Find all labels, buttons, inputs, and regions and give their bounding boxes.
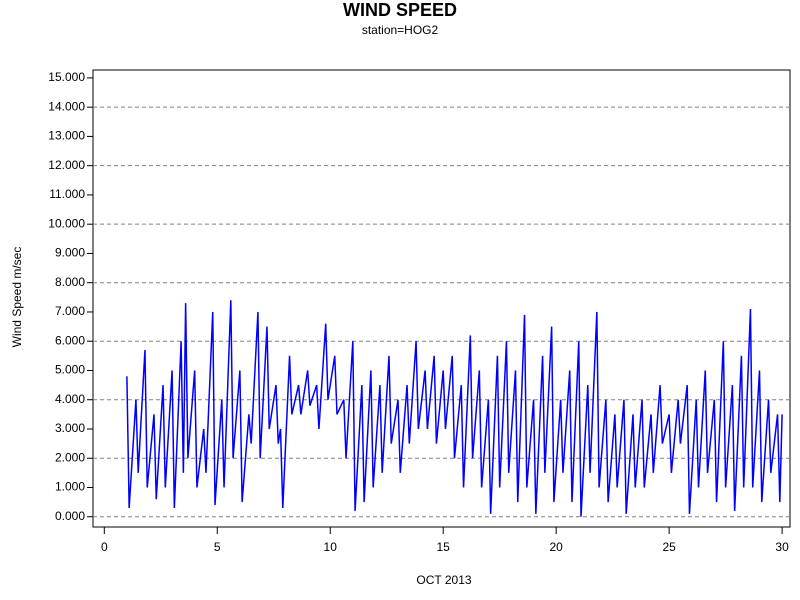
y-tick-label: 6.000 (55, 333, 85, 347)
y-axis-label: Wind Speed m/sec (10, 247, 24, 348)
y-tick-label: 2.000 (55, 450, 85, 464)
y-tick-label: 14.000 (48, 99, 85, 113)
y-tick-label: 5.000 (55, 363, 85, 377)
y-tick-label: 4.000 (55, 392, 85, 406)
y-tick-label: 3.000 (55, 421, 85, 435)
x-tick-label: 20 (549, 540, 563, 554)
y-tick-label: 8.000 (55, 275, 85, 289)
chart-subtitle: station=HOG2 (362, 23, 439, 37)
plot-frame (92, 69, 791, 528)
chart-title: WIND SPEED (343, 0, 457, 20)
y-tick-label: 9.000 (55, 246, 85, 260)
y-tick-label: 0.000 (55, 509, 85, 523)
y-tick-label: 13.000 (48, 129, 85, 143)
y-tick-label: 10.000 (48, 216, 85, 230)
y-tick-label: 7.000 (55, 304, 85, 318)
x-tick-label: 0 (101, 540, 108, 554)
x-tick-label: 10 (324, 540, 338, 554)
y-tick-label: 1.000 (55, 480, 85, 494)
x-axis-label: OCT 2013 (416, 573, 471, 587)
y-tick-label: 12.000 (48, 158, 85, 172)
data-line (126, 300, 783, 517)
y-tick-label: 15.000 (48, 70, 85, 84)
x-tick-label: 25 (662, 540, 676, 554)
x-tick-label: 30 (775, 540, 789, 554)
x-tick-label: 15 (437, 540, 451, 554)
x-tick-label: 5 (214, 540, 221, 554)
y-tick-label: 11.000 (49, 187, 85, 201)
